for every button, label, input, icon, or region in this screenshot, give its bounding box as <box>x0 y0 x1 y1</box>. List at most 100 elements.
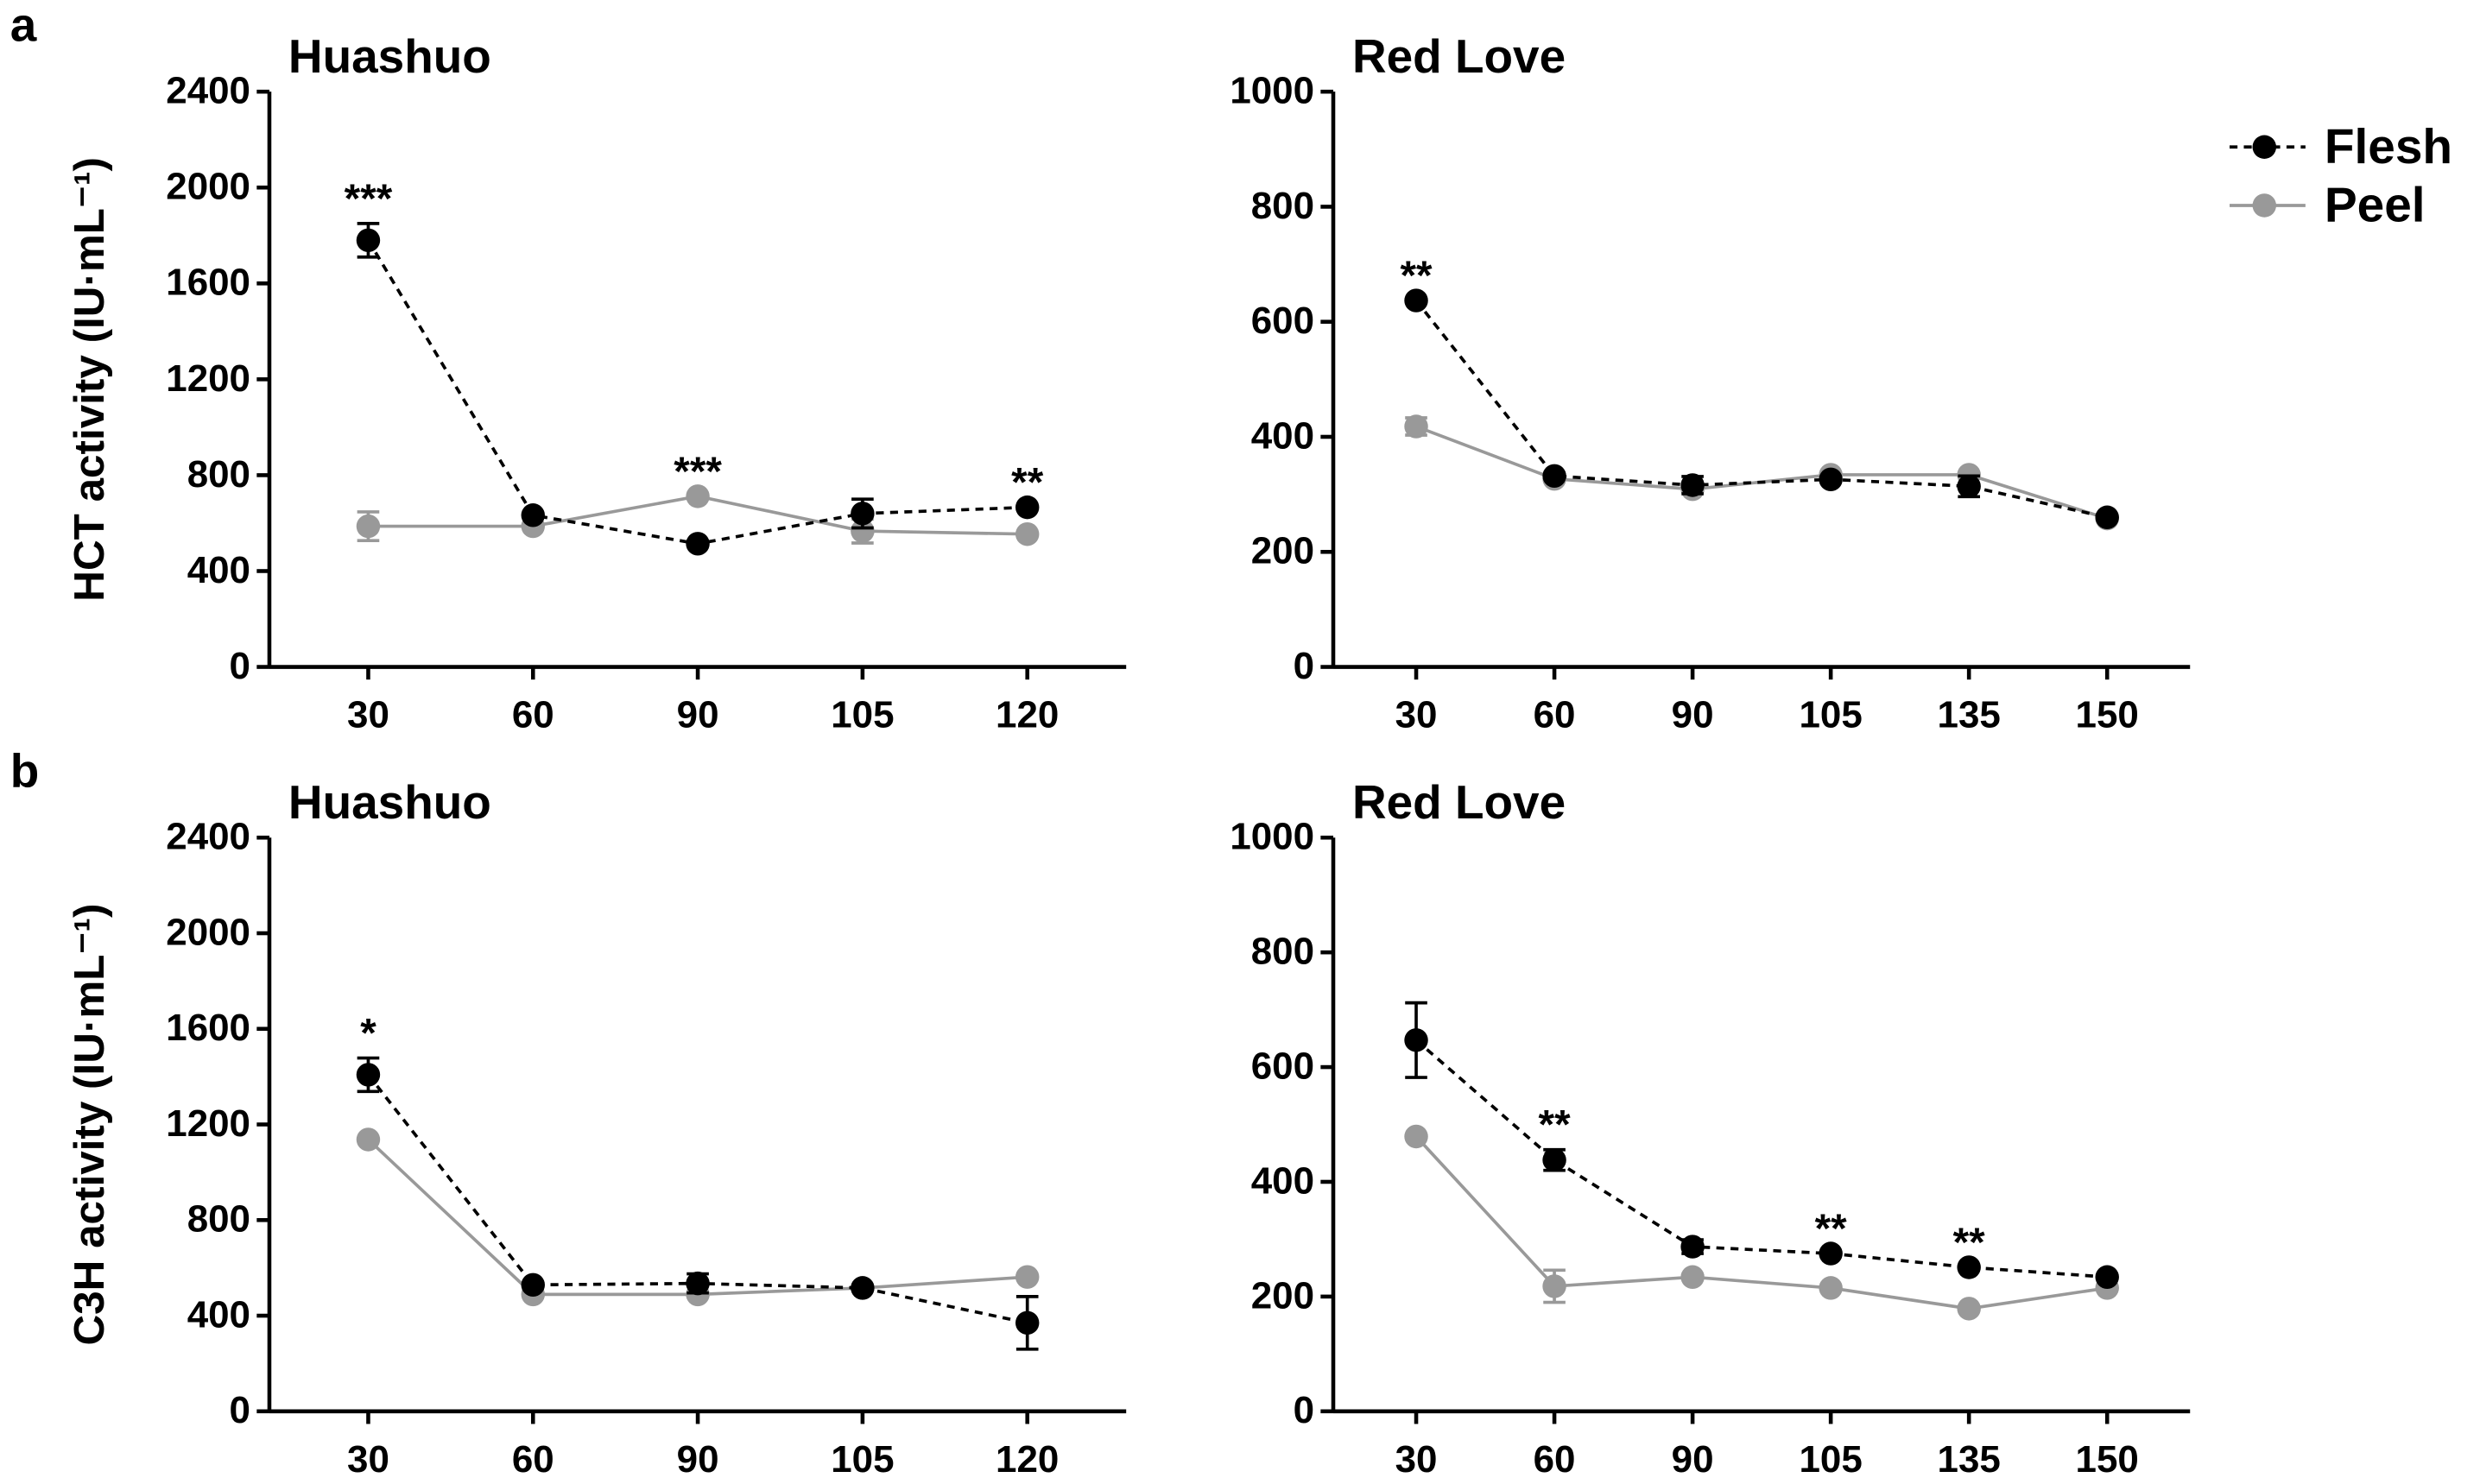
x-tick-label: 135 <box>1938 1438 2001 1481</box>
data-point <box>1015 1265 1040 1289</box>
x-tick-label: 105 <box>831 1438 894 1481</box>
y-tick-label: 0 <box>230 645 250 687</box>
y-tick-label: 400 <box>1251 1159 1314 1202</box>
data-point <box>1680 1265 1705 1290</box>
x-tick-label: 105 <box>1799 1438 1862 1481</box>
x-tick-label: 90 <box>677 1438 719 1481</box>
data-point <box>356 1063 381 1087</box>
x-tick-label: 120 <box>996 1438 1059 1481</box>
data-point <box>1819 1276 1843 1300</box>
x-tick-label: 105 <box>1799 694 1862 736</box>
y-tick-label: 1600 <box>166 262 250 304</box>
x-tick-label: 30 <box>347 694 389 736</box>
chart-title: Red Love <box>1352 29 1566 83</box>
y-tick-label: 2400 <box>166 816 250 858</box>
significance-label: ** <box>1815 1206 1848 1252</box>
y-tick-label: 1200 <box>166 357 250 400</box>
y-tick-label: 1600 <box>166 1007 250 1049</box>
significance-label: *** <box>674 449 722 495</box>
y-tick-label: 400 <box>187 1293 250 1336</box>
data-point <box>1015 521 1040 546</box>
y-tick-label: 0 <box>1294 1389 1314 1431</box>
y-tick-label: 1000 <box>1230 816 1314 858</box>
y-axis-label: HCT activity (IU·mL⁻¹) <box>66 157 113 602</box>
series-line <box>1414 1135 2108 1310</box>
x-tick-label: 120 <box>996 694 1059 736</box>
y-tick-label: 200 <box>1251 1274 1314 1317</box>
data-point <box>521 1272 545 1298</box>
x-tick-label: 90 <box>677 694 719 736</box>
panel-label: a <box>10 0 37 51</box>
data-point <box>1542 1147 1566 1172</box>
x-tick-label: 90 <box>1672 1438 1714 1481</box>
data-point <box>1957 474 1981 499</box>
legend-marker <box>2252 193 2277 218</box>
y-tick-label: 2400 <box>166 70 250 112</box>
significance-label: *** <box>345 176 393 222</box>
data-point <box>1957 1255 1981 1279</box>
y-tick-label: 400 <box>1251 414 1314 457</box>
x-tick-label: 60 <box>1534 1438 1576 1481</box>
data-point <box>2095 1265 2119 1290</box>
data-point <box>1404 1028 1428 1052</box>
y-axis-label: C3H activity (IU·mL⁻¹) <box>66 904 113 1346</box>
data-point <box>1404 414 1428 439</box>
x-tick-label: 30 <box>1395 694 1438 736</box>
data-point <box>851 1276 875 1300</box>
data-point <box>1680 473 1705 497</box>
y-tick-label: 1200 <box>166 1102 250 1145</box>
data-point <box>1015 495 1040 520</box>
data-point <box>686 1271 710 1296</box>
significance-label: ** <box>1401 253 1433 299</box>
y-tick-label: 0 <box>1294 645 1314 687</box>
data-point <box>1957 1297 1981 1321</box>
data-point <box>851 519 875 543</box>
data-point <box>1819 467 1843 492</box>
y-tick-label: 800 <box>1251 931 1314 973</box>
significance-label: ** <box>1539 1102 1572 1148</box>
series-line <box>367 1138 1028 1297</box>
significance-label: ** <box>1953 1220 1986 1266</box>
x-tick-label: 30 <box>1395 1438 1438 1481</box>
data-point <box>1015 1310 1040 1336</box>
significance-label: * <box>360 1010 376 1056</box>
x-tick-label: 150 <box>2076 694 2139 736</box>
chart-title: Huashuo <box>288 29 491 83</box>
x-tick-label: 135 <box>1938 694 2001 736</box>
y-tick-label: 400 <box>187 549 250 591</box>
x-tick-label: 150 <box>2076 1438 2139 1481</box>
significance-label: ** <box>1011 460 1044 506</box>
y-tick-label: 600 <box>1251 300 1314 342</box>
panel-label: b <box>10 744 40 798</box>
x-tick-label: 90 <box>1672 694 1714 736</box>
y-tick-label: 800 <box>187 453 250 496</box>
data-point <box>686 532 710 556</box>
data-point <box>1542 1274 1566 1298</box>
x-tick-label: 105 <box>831 694 894 736</box>
data-point <box>851 502 875 526</box>
data-point <box>356 228 381 253</box>
y-tick-label: 200 <box>1251 530 1314 572</box>
legend-label: Flesh <box>2325 120 2452 174</box>
y-tick-label: 800 <box>187 1198 250 1241</box>
chart-title: Huashuo <box>288 775 491 829</box>
data-point <box>686 484 710 508</box>
y-tick-label: 1000 <box>1230 70 1314 112</box>
data-point <box>1404 1124 1428 1149</box>
data-point <box>1819 1241 1843 1266</box>
x-tick-label: 30 <box>347 1438 389 1481</box>
legend-label: Peel <box>2325 179 2426 233</box>
series-line <box>1415 425 2108 521</box>
x-tick-label: 60 <box>512 694 554 736</box>
series-line <box>1414 299 2108 520</box>
y-tick-label: 800 <box>1251 185 1314 227</box>
legend-marker <box>2252 135 2277 159</box>
chart-title: Red Love <box>1352 775 1566 829</box>
data-point <box>1542 464 1566 489</box>
data-point <box>521 503 545 527</box>
series-line <box>1414 1039 2108 1279</box>
y-tick-label: 2000 <box>166 911 250 953</box>
data-point <box>356 514 381 539</box>
x-tick-label: 60 <box>1534 694 1576 736</box>
y-tick-label: 600 <box>1251 1045 1314 1088</box>
